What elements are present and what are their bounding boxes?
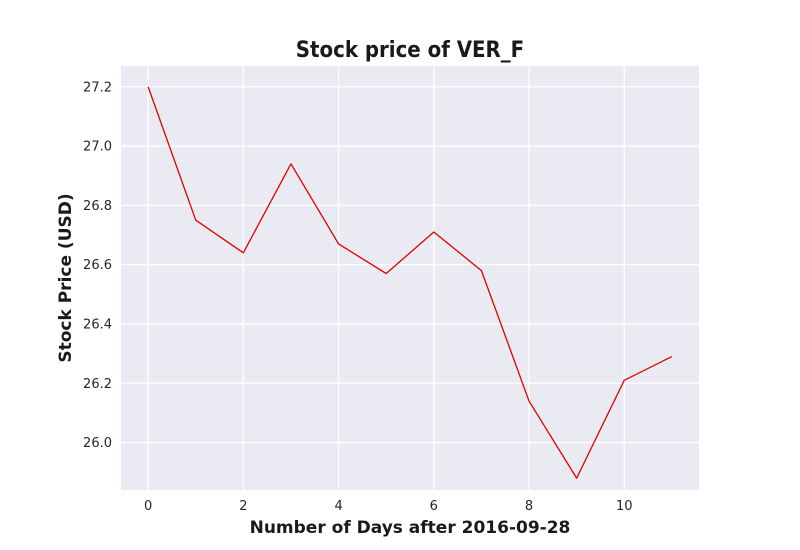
x-axis-label: Number of Days after 2016-09-28 xyxy=(250,518,571,538)
x-axis-ticks: 0 2 4 6 8 10 xyxy=(144,499,633,514)
y-tick-label: 27.2 xyxy=(83,80,112,95)
x-tick-label: 0 xyxy=(144,499,152,514)
x-tick-label: 10 xyxy=(616,499,633,514)
plot-area xyxy=(121,66,699,490)
y-axis-label: Stock Price (USD) xyxy=(56,193,76,362)
x-tick-label: 2 xyxy=(239,499,247,514)
x-tick-label: 6 xyxy=(430,499,438,514)
y-tick-label: 26.4 xyxy=(83,317,112,332)
y-tick-label: 26.6 xyxy=(83,258,112,273)
y-tick-label: 27.0 xyxy=(83,140,112,155)
y-tick-label: 26.2 xyxy=(83,377,112,392)
y-axis-ticks: 26.0 26.2 26.4 26.6 26.8 27.0 27.2 xyxy=(83,80,112,451)
y-tick-label: 26.0 xyxy=(83,436,112,451)
x-tick-label: 4 xyxy=(334,499,342,514)
y-tick-label: 26.8 xyxy=(83,199,112,214)
chart-title: Stock price of VER_F xyxy=(296,38,524,63)
x-tick-label: 8 xyxy=(525,499,533,514)
